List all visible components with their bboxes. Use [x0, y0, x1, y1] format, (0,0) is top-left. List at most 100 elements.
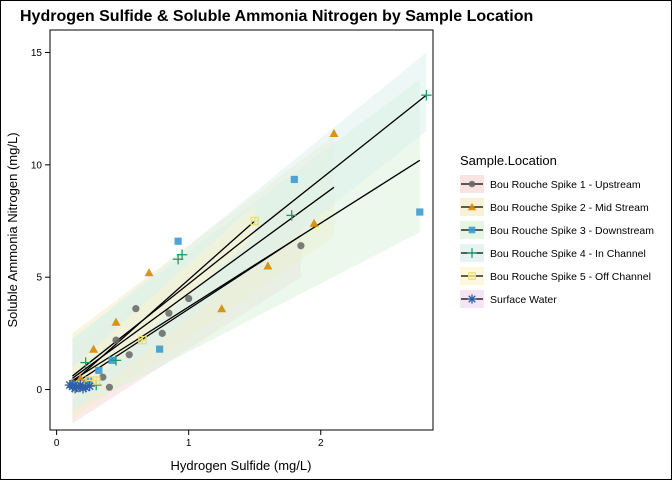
fit-line-bou-rouche-spike-2-mid-stream: [72, 186, 335, 379]
point-bou-rouche-spike-3-downstream-4: [156, 345, 164, 353]
y-tick-label-0: 0: [36, 385, 42, 396]
x-axis: 0 1 2: [54, 430, 324, 449]
fit-line-bou-rouche-spike-5-off-channel: [72, 220, 256, 384]
legend: Sample.Location Bou Rouche Spike 1 - Ups…: [460, 153, 654, 308]
point-bou-rouche-spike-2-mid-stream-6: [309, 218, 319, 227]
point-bou-rouche-spike-1-upstream-7: [132, 305, 140, 313]
point-surface-water-6: [84, 381, 95, 392]
point-bou-rouche-spike-2-mid-stream-6-shape: [309, 218, 319, 227]
y-axis-title: Soluble Ammonia Nitrogen (mg/L): [5, 132, 20, 327]
legend-label-bou-rouche-spike-4-in-channel: Bou Rouche Spike 4 - In Channel: [490, 248, 646, 260]
x-axis-title: Hydrogen Sulfide (mg/L): [171, 458, 312, 473]
point-bou-rouche-spike-2-mid-stream-5: [263, 261, 273, 270]
point-surface-water-7: [70, 383, 81, 394]
point-bou-rouche-spike-2-mid-stream-3: [144, 268, 154, 277]
legend-key-marker-bou-rouche-spike-1-upstream-shape: [468, 180, 476, 188]
point-bou-rouche-spike-2-mid-stream-4-shape: [217, 304, 227, 313]
point-bou-rouche-spike-1-upstream-9: [165, 309, 173, 317]
point-bou-rouche-spike-2-mid-stream-1: [89, 344, 99, 353]
y-tick-label-10: 10: [31, 160, 43, 171]
point-bou-rouche-spike-3-downstream-7-shape: [416, 208, 424, 216]
legend-key-marker-bou-rouche-spike-5-off-channel: [468, 272, 476, 280]
legend-key-marker-surface-water: [467, 294, 477, 304]
data-points: [64, 89, 432, 394]
legend-key-marker-bou-rouche-spike-2-mid-stream-shape: [467, 202, 477, 211]
legend-item-bou-rouche-spike-3-downstream: Bou Rouche Spike 3 - Downstream: [460, 221, 654, 239]
point-bou-rouche-spike-1-upstream-3-shape: [99, 373, 107, 381]
fit-line-bou-rouche-spike-4-in-channel: [72, 94, 427, 377]
point-bou-rouche-spike-2-mid-stream-1-shape: [89, 344, 99, 353]
point-bou-rouche-spike-3-downstream-2: [95, 366, 103, 375]
point-bou-rouche-spike-2-mid-stream-0: [75, 373, 85, 382]
plot-panel-border: [49, 29, 434, 431]
legend-label-bou-rouche-spike-3-downstream: Bou Rouche Spike 3 - Downstream: [490, 225, 654, 237]
point-bou-rouche-spike-1-upstream-10-shape: [185, 294, 193, 303]
point-bou-rouche-spike-1-upstream-6: [125, 351, 133, 359]
point-bou-rouche-spike-2-mid-stream-4: [217, 304, 227, 313]
point-bou-rouche-spike-1-upstream-6-shape: [125, 351, 133, 359]
point-surface-water-6-spoke: [85, 382, 94, 391]
legend-key-marker-bou-rouche-spike-4-in-channel: [467, 248, 477, 258]
legend-label-surface-water: Surface Water: [490, 294, 557, 306]
point-bou-rouche-spike-5-off-channel-3: [138, 335, 147, 345]
point-bou-rouche-spike-3-downstream-6: [290, 175, 298, 184]
point-bou-rouche-spike-4-in-channel-6: [286, 210, 297, 221]
fit-line-bou-rouche-spike-3-downstream: [72, 159, 421, 382]
point-bou-rouche-spike-1-upstream-5: [112, 336, 120, 344]
y-tick-label-15: 15: [31, 48, 43, 59]
x-tick-label-1: 1: [186, 438, 192, 449]
legend-item-bou-rouche-spike-4-in-channel: Bou Rouche Spike 4 - In Channel: [460, 244, 646, 262]
point-bou-rouche-spike-4-in-channel-1: [80, 357, 91, 368]
point-bou-rouche-spike-3-downstream-5: [174, 237, 182, 245]
legend-label-bou-rouche-spike-5-off-channel: Bou Rouche Spike 5 - Off Channel: [490, 271, 651, 283]
point-bou-rouche-spike-5-off-channel-2: [91, 376, 101, 385]
point-bou-rouche-spike-2-mid-stream-7: [329, 128, 339, 137]
point-bou-rouche-spike-1-upstream-11: [297, 242, 305, 250]
point-bou-rouche-spike-1-upstream-11-shape: [297, 242, 305, 250]
point-bou-rouche-spike-4-in-channel-5: [176, 249, 188, 260]
legend-item-surface-water: Surface Water: [460, 290, 557, 308]
legend-item-bou-rouche-spike-2-mid-stream: Bou Rouche Spike 2 - Mid Stream: [460, 198, 649, 216]
point-bou-rouche-spike-2-mid-stream-2-shape: [111, 317, 121, 326]
point-bou-rouche-spike-1-upstream-4-shape: [105, 383, 114, 391]
chart-title: Hydrogen Sulfide & Soluble Ammonia Nitro…: [20, 8, 533, 25]
point-bou-rouche-spike-4-in-channel-3: [110, 355, 122, 366]
point-bou-rouche-spike-2-mid-stream-5-shape: [263, 261, 273, 270]
point-bou-rouche-spike-1-upstream-9-shape: [165, 309, 173, 317]
point-bou-rouche-spike-5-off-channel-4: [250, 216, 259, 226]
point-surface-water-7-spoke: [71, 384, 80, 393]
x-tick-label-2: 2: [318, 438, 324, 449]
point-bou-rouche-spike-2-mid-stream-0-shape: [75, 373, 85, 382]
point-bou-rouche-spike-1-upstream-10: [185, 294, 193, 303]
point-bou-rouche-spike-1-upstream-7-shape: [132, 305, 140, 313]
x-tick-label-0: 0: [54, 438, 60, 449]
legend-key-marker-bou-rouche-spike-3-downstream: [468, 226, 476, 234]
point-bou-rouche-spike-3-downstream-5-shape: [174, 237, 182, 245]
legend-items: Bou Rouche Spike 1 - Upstream Bou Rouche …: [460, 175, 654, 308]
y-tick-label-5: 5: [36, 273, 42, 284]
point-bou-rouche-spike-4-in-channel-7: [421, 89, 432, 101]
point-bou-rouche-spike-3-downstream-2-shape: [95, 366, 103, 375]
y-axis: 0 5 10 15: [31, 48, 50, 396]
legend-item-bou-rouche-spike-5-off-channel: Bou Rouche Spike 5 - Off Channel: [460, 267, 651, 285]
legend-key-marker-bou-rouche-spike-2-mid-stream: [467, 202, 477, 211]
point-bou-rouche-spike-1-upstream-3: [99, 373, 107, 381]
point-bou-rouche-spike-1-upstream-5-shape: [112, 336, 120, 344]
point-bou-rouche-spike-2-mid-stream-7-shape: [329, 128, 339, 137]
legend-item-bou-rouche-spike-1-upstream: Bou Rouche Spike 1 - Upstream: [460, 175, 641, 193]
legend-key-marker-bou-rouche-spike-3-downstream-shape: [468, 226, 476, 234]
point-bou-rouche-spike-2-mid-stream-3-shape: [144, 268, 154, 277]
point-bou-rouche-spike-2-mid-stream-2: [111, 317, 121, 326]
point-bou-rouche-spike-3-downstream-6-shape: [290, 175, 298, 184]
legend-key-marker-bou-rouche-spike-1-upstream: [468, 180, 476, 188]
legend-title: Sample.Location: [460, 153, 557, 168]
point-bou-rouche-spike-1-upstream-4: [105, 383, 114, 391]
point-bou-rouche-spike-3-downstream-4-shape: [156, 345, 164, 353]
point-bou-rouche-spike-3-downstream-7: [416, 208, 424, 216]
legend-key-marker-surface-water-spoke: [468, 295, 476, 303]
legend-label-bou-rouche-spike-1-upstream: Bou Rouche Spike 1 - Upstream: [490, 179, 641, 191]
point-bou-rouche-spike-1-upstream-8: [158, 329, 166, 337]
legend-label-bou-rouche-spike-2-mid-stream: Bou Rouche Spike 2 - Mid Stream: [490, 202, 649, 214]
